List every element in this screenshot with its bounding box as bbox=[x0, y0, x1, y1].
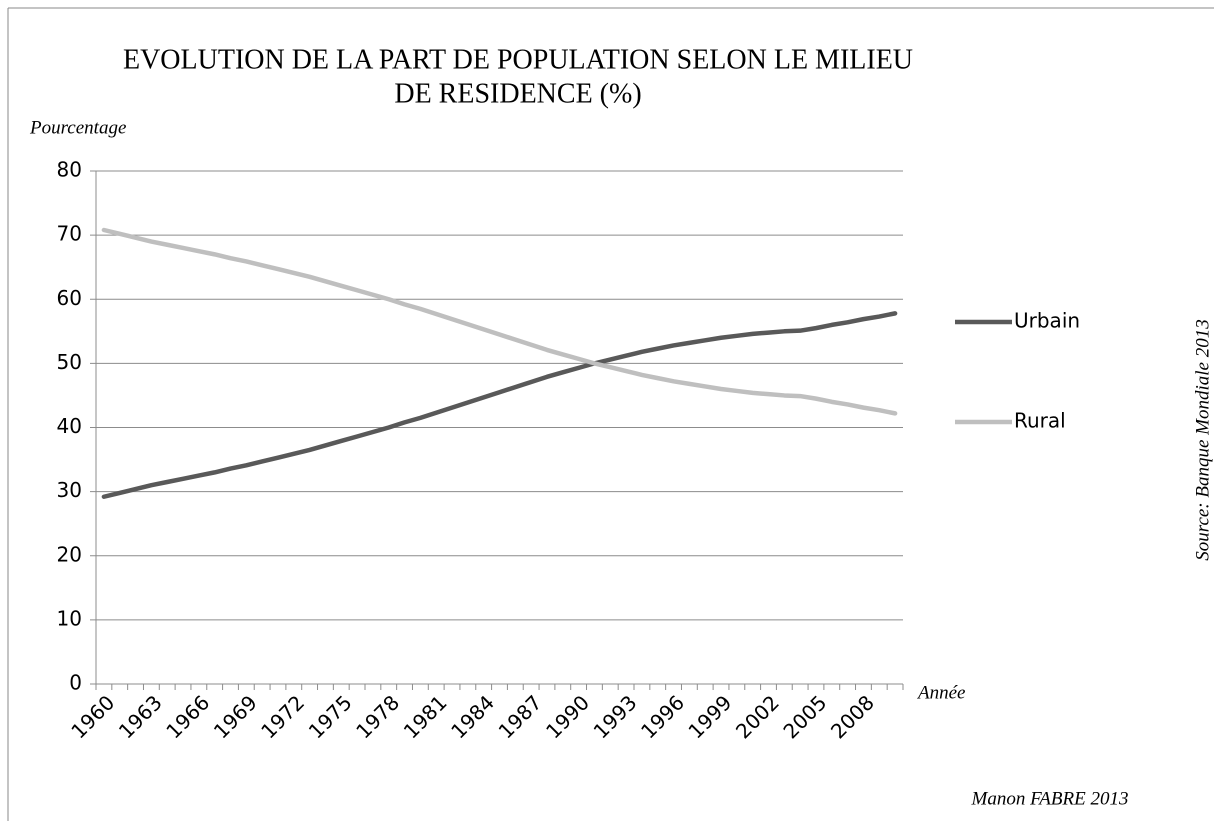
x-tick-label: 1969 bbox=[209, 690, 262, 743]
y-tick-label: 80 bbox=[57, 158, 82, 182]
x-tick-label: 1966 bbox=[161, 690, 214, 743]
y-tick-label: 40 bbox=[57, 414, 82, 438]
y-tick-label: 10 bbox=[57, 606, 82, 630]
y-axis-label: Pourcentage bbox=[29, 117, 126, 138]
series-line bbox=[101, 227, 898, 416]
legend-label: Urbain bbox=[1014, 309, 1080, 333]
x-tick-label: 1996 bbox=[636, 690, 689, 743]
x-tick-label: 2005 bbox=[778, 690, 831, 743]
author: Manon FABRE 2013 bbox=[971, 788, 1129, 809]
y-tick-label: 20 bbox=[57, 542, 82, 566]
x-tick-label: 2008 bbox=[826, 690, 879, 743]
x-tick-label: 1999 bbox=[683, 690, 736, 743]
y-tick-label: 50 bbox=[57, 350, 82, 374]
source: Source: Banque Mondiale 2013 bbox=[1192, 319, 1213, 561]
series-line bbox=[101, 311, 898, 499]
chart-title: DE RESIDENCE (%) bbox=[394, 78, 641, 109]
x-axis-label: Année bbox=[916, 682, 965, 703]
x-tick-label: 1981 bbox=[399, 690, 452, 743]
x-tick-label: 2002 bbox=[731, 690, 784, 743]
y-tick-label: 0 bbox=[69, 671, 82, 695]
x-tick-label: 1990 bbox=[541, 690, 594, 743]
x-tick-label: 1978 bbox=[351, 690, 404, 743]
x-tick-label: 1960 bbox=[66, 690, 119, 743]
legend-label: Rural bbox=[1014, 409, 1066, 433]
x-tick-label: 1984 bbox=[446, 690, 499, 743]
x-tick-label: 1993 bbox=[589, 690, 642, 743]
x-tick-label: 1963 bbox=[114, 690, 167, 743]
y-tick-label: 70 bbox=[57, 222, 82, 246]
x-tick-label: 1975 bbox=[304, 690, 357, 743]
y-tick-label: 30 bbox=[57, 478, 82, 502]
x-tick-label: 1987 bbox=[494, 690, 547, 743]
y-tick-label: 60 bbox=[57, 286, 82, 310]
chart-title: EVOLUTION DE LA PART DE POPULATION SELON… bbox=[123, 44, 913, 75]
x-tick-label: 1972 bbox=[256, 690, 309, 743]
